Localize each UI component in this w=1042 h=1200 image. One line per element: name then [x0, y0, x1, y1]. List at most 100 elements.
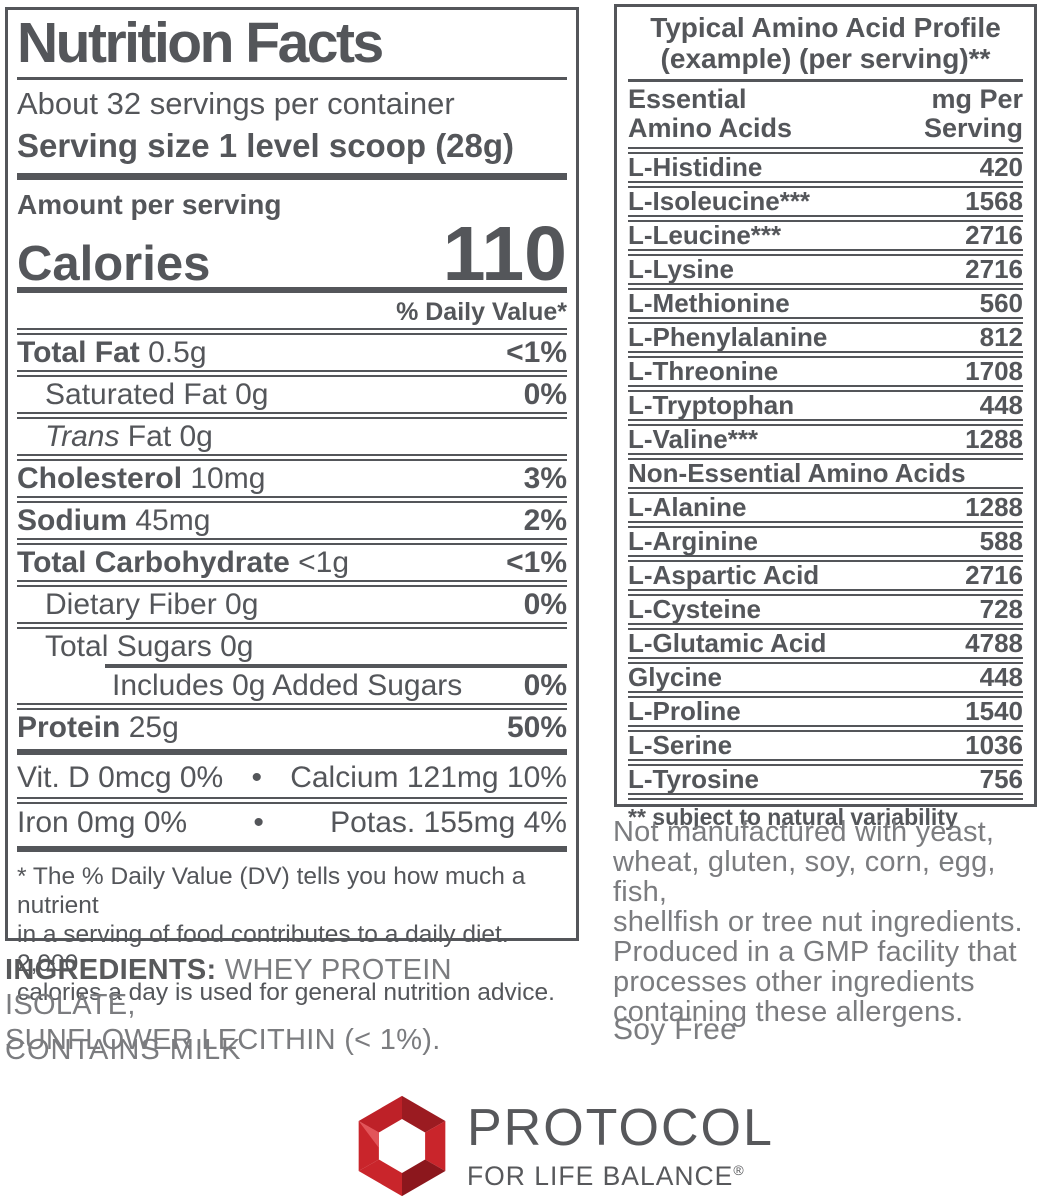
- amino-row: L-Histidine 420: [628, 152, 1023, 182]
- nutrient-dv: 3%: [523, 462, 567, 495]
- amino-row: L-Tryptophan 448: [628, 390, 1023, 420]
- nutrient-name: Saturated Fat 0g: [45, 378, 269, 411]
- micronutrient-row-vitd-calcium: Vit. D 0mcg 0% • Calcium 121mg 10%: [17, 759, 567, 797]
- nutrient-name: Trans Fat 0g: [45, 420, 213, 453]
- micronutrient-left: Iron 0mg 0%: [17, 806, 188, 839]
- nutrient-dv: 0%: [523, 588, 567, 621]
- amino-row: L-Valine*** 1288: [628, 424, 1023, 454]
- logo-tagline: FOR LIFE BALANCE®: [467, 1160, 745, 1191]
- thick-bar: [17, 846, 567, 852]
- amino-row: L-Glutamic Acid 4788: [628, 628, 1023, 658]
- logo-brand-name: PROTOCOL: [467, 1099, 774, 1158]
- divider: [17, 454, 567, 461]
- nutrition-facts-title: Nutrition Facts: [17, 11, 384, 75]
- divider: [17, 496, 567, 503]
- nutrient-name: Protein 25g: [17, 711, 179, 744]
- divider: [17, 412, 567, 419]
- amino-footnote: ** subject to natural variability: [628, 804, 958, 830]
- amino-row: L-Cysteine 728: [628, 594, 1023, 624]
- divider: [628, 419, 1023, 426]
- thick-bar: [17, 749, 567, 755]
- divider: [17, 580, 567, 587]
- divider: [628, 79, 1023, 82]
- divider: [628, 283, 1023, 290]
- nutrition-facts-panel: Nutrition Facts About 32 servings per co…: [5, 7, 579, 1006]
- amino-acid-profile-panel: Typical Amino Acid Profile (example) (pe…: [614, 4, 1037, 830]
- amino-row: L-Isoleucine*** 1568: [628, 186, 1023, 216]
- divider: [628, 249, 1023, 256]
- amino-header-right: mg Per Serving: [923, 84, 1023, 143]
- amino-table-header: Essential Amino Acids mg Per Serving: [628, 82, 1023, 147]
- nutrient-row-saturated-fat: Saturated Fat 0g 0%: [17, 377, 567, 412]
- ingredients-block: INGREDIENTS: WHEY PROTEIN ISOLATE, SUNFL…: [5, 953, 575, 1058]
- hexagon-logo-icon: [358, 1095, 446, 1197]
- amino-row: L-Lysine 2716: [628, 254, 1023, 284]
- servings-per-container: About 32 servings per container: [17, 86, 455, 121]
- amino-row: L-Threonine 1708: [628, 356, 1023, 386]
- amino-header-left: Essential Amino Acids: [628, 84, 793, 143]
- amino-row: L-Proline 1540: [628, 696, 1023, 726]
- nutrient-name: Sodium 45mg: [17, 504, 211, 537]
- nutrient-name: Includes 0g Added Sugars: [112, 669, 463, 702]
- divider: [628, 793, 1023, 800]
- amino-profile-title-line2: (example) (per serving)**: [660, 43, 991, 74]
- divider: [17, 77, 567, 80]
- allergen-paragraph: Not manufactured with yeast, wheat, glut…: [613, 816, 1023, 1028]
- serving-size: Serving size 1 level scoop (28g): [17, 127, 515, 164]
- daily-value-footnote: * The % Daily Value (DV) tells you how m…: [17, 863, 555, 1006]
- non-essential-header-row: Non-Essential Amino Acids: [628, 458, 966, 488]
- nutrient-row-total-sugars: Total Sugars 0g: [17, 629, 567, 664]
- divider: [17, 538, 567, 545]
- amino-row: Glycine 448: [628, 662, 1023, 692]
- divider: [628, 759, 1023, 766]
- amino-row: L-Serine 1036: [628, 730, 1023, 760]
- divider: [628, 725, 1023, 732]
- divider: [628, 181, 1023, 188]
- divider: [628, 521, 1023, 528]
- divider: [628, 691, 1023, 698]
- daily-value-header: % Daily Value*: [396, 298, 567, 326]
- divider: [17, 328, 567, 335]
- calories-value: 110: [442, 211, 567, 297]
- divider: [17, 622, 567, 629]
- divider: [628, 623, 1023, 630]
- ingredients-value: WHEY PROTEIN ISOLATE, SUNFLOWER LECITHIN…: [5, 954, 452, 1056]
- nutrient-name: Dietary Fiber 0g: [45, 588, 259, 621]
- divider: [628, 147, 1023, 154]
- nutrient-row-total-fat: Total Fat 0.5g <1%: [17, 335, 567, 370]
- divider: [105, 664, 567, 668]
- divider: [628, 215, 1023, 222]
- amino-row: L-Alanine 1288: [628, 492, 1023, 522]
- registered-mark: ®: [733, 1162, 745, 1179]
- nutrient-row-trans-fat: Trans Fat 0g: [17, 419, 567, 454]
- micronutrient-row-iron-potassium: Iron 0mg 0% • Potas. 155mg 4%: [17, 804, 567, 842]
- amino-row: L-Leucine*** 2716: [628, 220, 1023, 250]
- divider: [628, 351, 1023, 358]
- divider: [628, 453, 1023, 460]
- amino-row: L-Arginine 588: [628, 526, 1023, 556]
- calories-row: Calories 110: [17, 216, 567, 293]
- nutrient-dv: 0%: [523, 669, 567, 702]
- bullet-separator: •: [251, 761, 262, 794]
- thick-bar: [17, 173, 567, 180]
- protocol-for-life-balance-logo: PROTOCOL FOR LIFE BALANCE®: [347, 1094, 774, 1198]
- divider: [628, 317, 1023, 324]
- thick-bar: [17, 287, 567, 293]
- ingredients-label: INGREDIENTS:: [5, 954, 217, 986]
- nutrient-dv: 50%: [506, 711, 567, 744]
- nutrient-dv: <1%: [506, 546, 567, 579]
- nutrient-dv: 0%: [523, 378, 567, 411]
- divider: [628, 555, 1023, 562]
- amount-per-serving-label: Amount per serving: [17, 189, 282, 220]
- amino-row: L-Phenylalanine 812: [628, 322, 1023, 352]
- nutrient-dv: <1%: [506, 336, 567, 369]
- nutrient-name: Total Fat 0.5g: [17, 336, 207, 369]
- micronutrient-left: Vit. D 0mcg 0%: [17, 761, 224, 794]
- divider: [628, 589, 1023, 596]
- nutrient-row-cholesterol: Cholesterol 10mg 3%: [17, 461, 567, 496]
- divider: [628, 487, 1023, 494]
- divider: [17, 797, 567, 804]
- calories-label: Calories: [17, 237, 211, 291]
- bullet-separator: •: [253, 806, 264, 839]
